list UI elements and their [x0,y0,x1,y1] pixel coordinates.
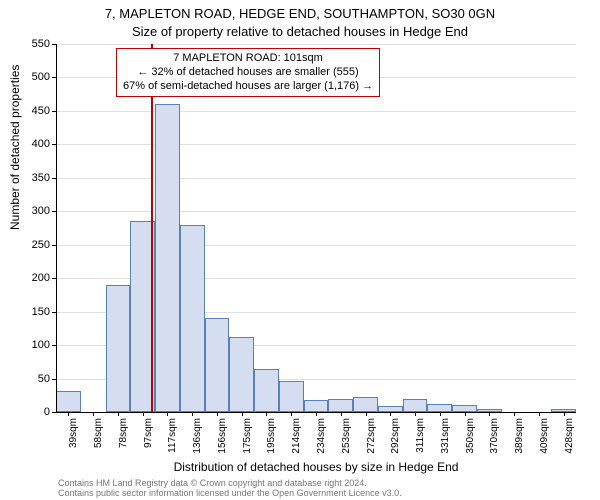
histogram-bar [155,104,180,412]
legend-line3: 67% of semi-detached houses are larger (… [123,80,373,94]
xtick-label: 195sqm [266,418,277,458]
gridline [56,111,576,112]
xtick-label: 350sqm [465,418,476,458]
ytick-label: 250 [10,239,50,251]
xtick-label: 175sqm [242,418,253,458]
reference-line [151,44,153,412]
ytick-label: 50 [10,373,50,385]
ytick-label: 550 [10,38,50,50]
histogram-bar [403,399,428,412]
ytick-label: 100 [10,339,50,351]
xtick-label: 389sqm [514,418,525,458]
xtick-label: 253sqm [341,418,352,458]
xtick-label: 234sqm [316,418,327,458]
xtick-label: 97sqm [143,418,154,458]
xtick-label: 39sqm [68,418,79,458]
footer-line-2: Contains public sector information licen… [58,488,402,498]
xtick-label: 78sqm [118,418,129,458]
histogram-bar [56,391,81,412]
ytick-label: 300 [10,205,50,217]
x-axis-label: Distribution of detached houses by size … [56,460,576,474]
histogram-bar [205,318,230,412]
x-axis-line [56,412,576,413]
histogram-bar [106,285,131,412]
ytick-label: 350 [10,172,50,184]
xtick-label: 428sqm [564,418,575,458]
histogram-bar [427,404,452,412]
histogram-bar [254,369,279,412]
plot-area: 05010015020025030035040045050055039sqm58… [56,44,576,412]
xtick-label: 58sqm [93,418,104,458]
gridline [56,44,576,45]
title-line-2: Size of property relative to detached ho… [0,24,600,39]
histogram-bar [304,400,329,412]
title-line-1: 7, MAPLETON ROAD, HEDGE END, SOUTHAMPTON… [0,6,600,21]
xtick-label: 214sqm [291,418,302,458]
gridline [56,211,576,212]
xtick-label: 331sqm [440,418,451,458]
xtick-label: 409sqm [539,418,550,458]
xtick-label: 117sqm [167,418,178,458]
xtick-label: 156sqm [217,418,228,458]
y-axis-line [56,44,57,412]
gridline [56,178,576,179]
gridline [56,144,576,145]
xtick-label: 292sqm [390,418,401,458]
histogram-bar [328,399,353,412]
xtick-label: 370sqm [489,418,500,458]
ytick-label: 150 [10,306,50,318]
histogram-bar [229,337,254,412]
chart-container: 7, MAPLETON ROAD, HEDGE END, SOUTHAMPTON… [0,0,600,500]
footer-attribution: Contains HM Land Registry data © Crown c… [58,478,402,499]
legend-box: 7 MAPLETON ROAD: 101sqm← 32% of detached… [116,48,380,97]
xtick-label: 136sqm [192,418,203,458]
ytick-label: 400 [10,138,50,150]
histogram-bar [180,225,205,412]
ytick-label: 500 [10,71,50,83]
histogram-bar [279,381,304,412]
ytick-label: 0 [10,406,50,418]
legend-line1: 7 MAPLETON ROAD: 101sqm [123,52,373,66]
xtick-label: 272sqm [366,418,377,458]
footer-line-1: Contains HM Land Registry data © Crown c… [58,478,402,488]
xtick-label: 311sqm [415,418,426,458]
legend-line2: ← 32% of detached houses are smaller (55… [123,66,373,80]
ytick-label: 200 [10,272,50,284]
ytick-label: 450 [10,105,50,117]
histogram-bar [452,405,477,412]
histogram-bar [353,397,378,412]
